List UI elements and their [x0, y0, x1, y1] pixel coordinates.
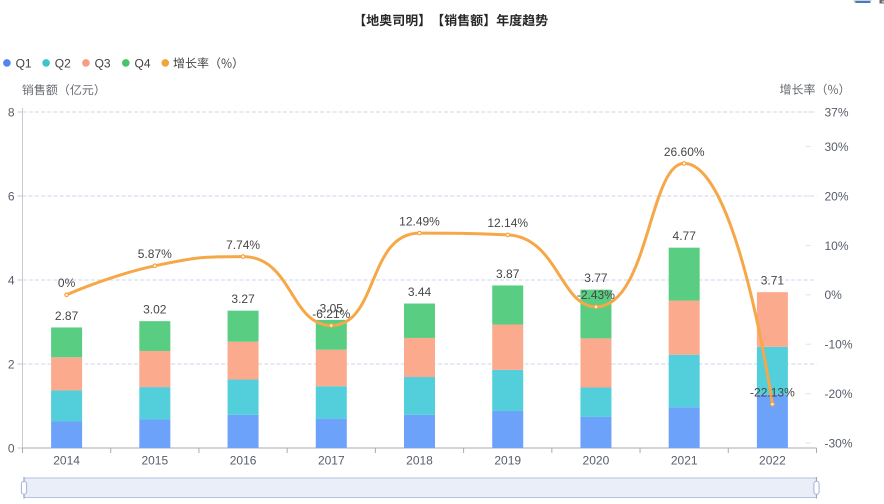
svg-text:7.74%: 7.74% [226, 238, 260, 252]
svg-text:4.77: 4.77 [673, 229, 697, 243]
svg-text:-10%: -10% [825, 338, 853, 352]
svg-text:Q3: Q3 [95, 56, 111, 70]
svg-text:20%: 20% [825, 189, 849, 203]
svg-text:0%: 0% [58, 276, 76, 290]
svg-text:2021: 2021 [671, 454, 698, 468]
svg-text:10%: 10% [825, 239, 849, 253]
svg-text:2017: 2017 [318, 454, 345, 468]
svg-text:2022: 2022 [759, 454, 786, 468]
svg-text:12.14%: 12.14% [487, 216, 528, 230]
svg-text:2014: 2014 [53, 454, 80, 468]
svg-text:-2.43%: -2.43% [577, 288, 615, 302]
svg-text:8: 8 [8, 105, 15, 119]
svg-text:6: 6 [8, 189, 15, 203]
svg-text:2015: 2015 [141, 454, 168, 468]
svg-text:Q1: Q1 [16, 56, 32, 70]
svg-text:4: 4 [8, 273, 15, 287]
svg-text:26.60%: 26.60% [664, 145, 705, 159]
svg-text:37%: 37% [825, 105, 849, 119]
svg-text:Q4: Q4 [135, 56, 151, 70]
svg-text:-30%: -30% [825, 437, 853, 451]
svg-text:3.44: 3.44 [408, 285, 432, 299]
svg-text:30%: 30% [825, 140, 849, 154]
svg-text:0%: 0% [825, 288, 843, 302]
svg-text:2: 2 [8, 357, 15, 371]
svg-text:3.77: 3.77 [584, 271, 608, 285]
svg-text:2.87: 2.87 [55, 309, 79, 323]
svg-text:12.49%: 12.49% [399, 215, 440, 229]
svg-text:-20%: -20% [825, 387, 853, 401]
svg-text:2016: 2016 [230, 454, 257, 468]
svg-text:0: 0 [8, 441, 15, 455]
svg-text:-6.21%: -6.21% [312, 307, 350, 321]
svg-text:2019: 2019 [494, 454, 521, 468]
svg-text:3.27: 3.27 [231, 292, 255, 306]
svg-text:2018: 2018 [406, 454, 433, 468]
svg-text:2020: 2020 [583, 454, 610, 468]
svg-text:3.05: 3.05 [320, 301, 344, 315]
svg-text:-22.13%: -22.13% [750, 386, 795, 400]
svg-text:3.02: 3.02 [143, 303, 167, 317]
svg-text:3.71: 3.71 [761, 274, 785, 288]
svg-text:Q2: Q2 [55, 56, 71, 70]
svg-text:5.87%: 5.87% [138, 247, 172, 261]
svg-text:3.87: 3.87 [496, 267, 520, 281]
